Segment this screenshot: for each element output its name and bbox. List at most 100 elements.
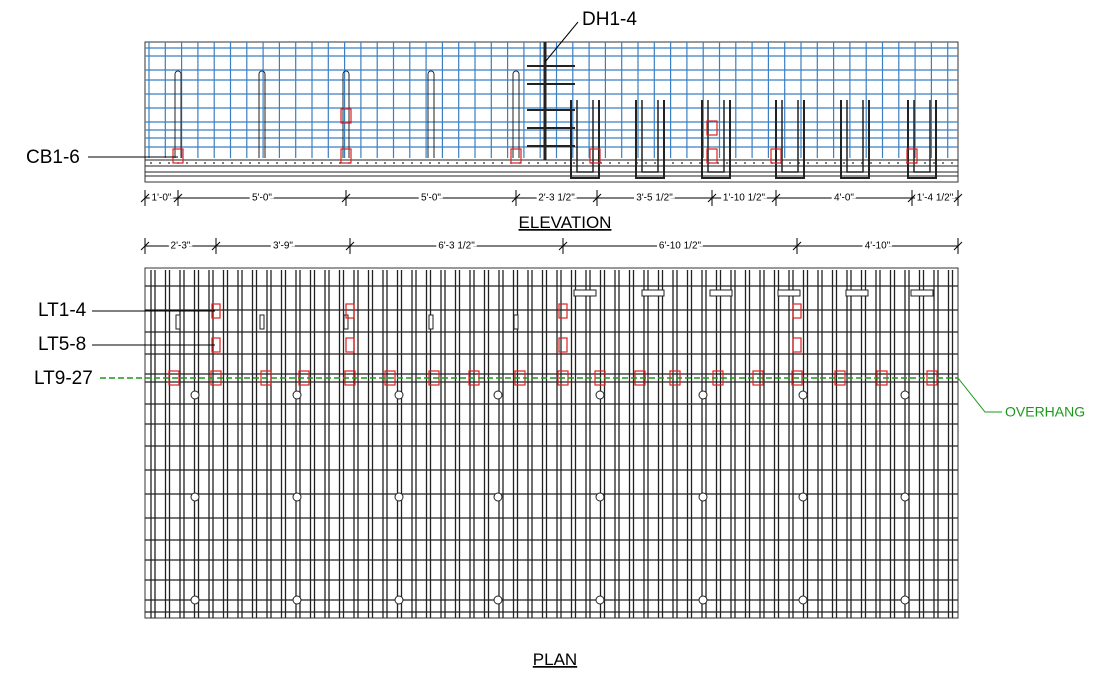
bar-dot: [474, 162, 476, 164]
bar-dot: [924, 162, 926, 164]
hole: [394, 390, 404, 400]
u-bar: [701, 100, 731, 179]
bar-dot: [609, 162, 611, 164]
slot: [259, 314, 265, 330]
hole: [493, 390, 503, 400]
bar-dot: [942, 162, 944, 164]
bar-dot: [393, 162, 395, 164]
slot: [641, 289, 665, 297]
u-bar: [775, 100, 805, 179]
bar-dot: [222, 162, 224, 164]
label: OVERHANG: [1005, 404, 1085, 420]
hole: [190, 595, 200, 605]
hole: [595, 595, 605, 605]
bar-dot: [654, 162, 656, 164]
bar-dot: [582, 162, 584, 164]
bar-dot: [699, 162, 701, 164]
dimension: 6'-10 1/2": [659, 241, 702, 252]
u-bar: [641, 100, 659, 173]
bar-dot: [546, 162, 548, 164]
title: ELEVATION: [519, 213, 612, 232]
bar-dot: [276, 162, 278, 164]
bar-dot: [852, 162, 854, 164]
bar-dot: [537, 162, 539, 164]
bar-dot: [834, 162, 836, 164]
bar-dot: [726, 162, 728, 164]
bar-dot: [645, 162, 647, 164]
gauge: [340, 148, 352, 164]
hook-bar: [342, 70, 350, 158]
bar-dot: [888, 162, 890, 164]
bar-dot: [690, 162, 692, 164]
bar-dot: [375, 162, 377, 164]
bar-dot: [303, 162, 305, 164]
bar-dot: [330, 162, 332, 164]
hole: [190, 492, 200, 502]
gauge: [706, 120, 718, 136]
gauge: [706, 148, 718, 164]
dimension: 6'-3 1/2": [438, 241, 475, 252]
leader: [544, 21, 579, 63]
bar-dot: [213, 162, 215, 164]
bar-dot: [357, 162, 359, 164]
bar-dot: [150, 162, 152, 164]
bar-dot: [573, 162, 575, 164]
label: LT9-27: [34, 368, 93, 389]
hole: [900, 492, 910, 502]
slot: [709, 289, 733, 297]
bar-dot: [240, 162, 242, 164]
frame: [144, 41, 959, 183]
bar-dot: [456, 162, 458, 164]
bar-dot: [753, 162, 755, 164]
bar-dot: [438, 162, 440, 164]
hole: [292, 595, 302, 605]
hole: [698, 492, 708, 502]
hook-bar: [258, 70, 266, 158]
slot: [777, 289, 801, 297]
slot: [513, 314, 519, 330]
bar-dot: [879, 162, 881, 164]
label: DH1-4: [582, 9, 637, 30]
hole: [798, 595, 808, 605]
hole: [698, 595, 708, 605]
slot: [573, 289, 597, 297]
bar-dot: [843, 162, 845, 164]
gauge: [345, 337, 355, 353]
u-bar: [781, 100, 799, 173]
bar-dot: [168, 162, 170, 164]
leader: [957, 377, 1002, 413]
gauge: [792, 337, 802, 353]
gauge: [906, 148, 918, 164]
hook-bar: [427, 70, 435, 158]
bar-dot: [933, 162, 935, 164]
hook-bar: [174, 70, 182, 158]
dimension: 1'-4 1/2": [917, 193, 954, 204]
bar-dot: [186, 162, 188, 164]
hole: [292, 390, 302, 400]
bar-dot: [501, 162, 503, 164]
dimension: 1'-10 1/2": [723, 193, 766, 204]
bar-dot: [204, 162, 206, 164]
dimension: 4'-10": [865, 241, 891, 252]
plan: 2'-3" 3'-9" 6'-3 1/2" 6'-10 1/2" 4'-10": [140, 238, 963, 619]
dimension: 4'-0": [834, 193, 854, 204]
bar-dot: [321, 162, 323, 164]
label: CB1-6: [26, 147, 80, 168]
gauge: [792, 303, 802, 319]
dimension: 3'-5 1/2": [636, 193, 673, 204]
bar-dot: [762, 162, 764, 164]
bar-dot: [420, 162, 422, 164]
bar-dot: [528, 162, 530, 164]
bar-dot: [735, 162, 737, 164]
title: PLAN: [533, 650, 577, 669]
bar-dot: [231, 162, 233, 164]
bar-dot: [744, 162, 746, 164]
hole: [394, 492, 404, 502]
gauge: [558, 303, 568, 319]
hole: [292, 492, 302, 502]
bar-dot: [627, 162, 629, 164]
bar-dot: [195, 162, 197, 164]
bar-dot: [492, 162, 494, 164]
u-bar: [707, 100, 725, 173]
